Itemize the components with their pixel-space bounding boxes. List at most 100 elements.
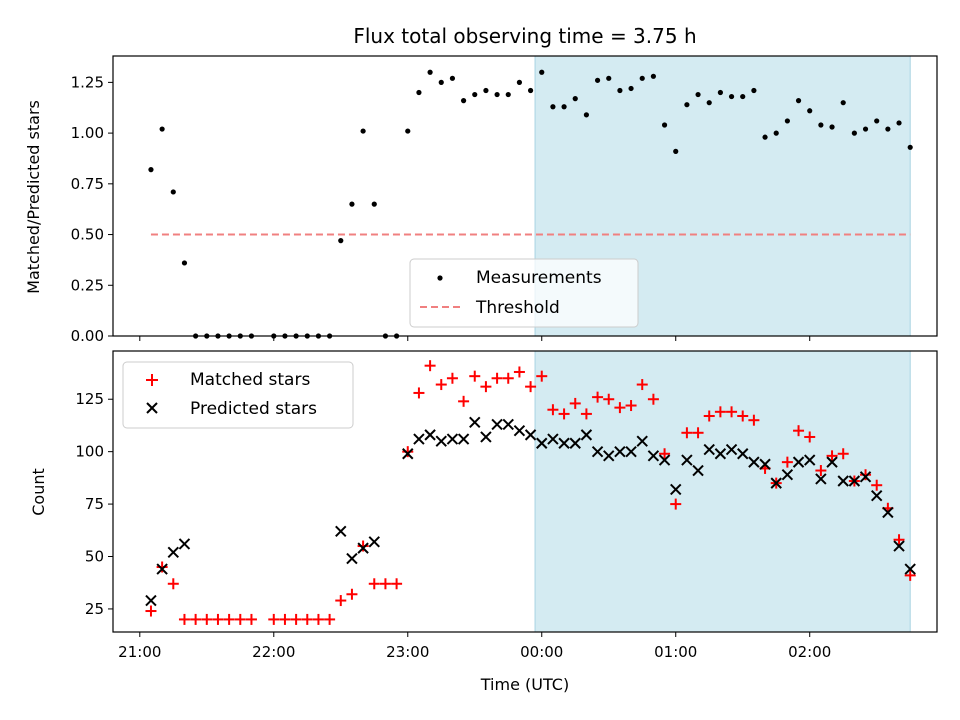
measurement-point <box>807 108 813 114</box>
measurement-point <box>773 130 779 136</box>
predicted-star-point <box>647 450 660 462</box>
measurement-point <box>148 167 154 173</box>
x-tick-label: 02:00 <box>788 643 831 661</box>
ratio-panel: 0.00 0.25 0.50 0.75 1.00 1.25 Matched/Predict… <box>24 55 938 345</box>
matched-star-point <box>569 397 581 409</box>
predicted-star-point <box>871 489 883 502</box>
matched-star-point <box>379 578 391 590</box>
matched-star-point <box>525 381 537 393</box>
predicted-star-point <box>670 483 682 496</box>
matched-star-point <box>469 370 481 382</box>
measurement-point <box>673 148 679 154</box>
matched-star-point <box>815 465 827 477</box>
count-y-tick-label: 100 <box>75 443 104 461</box>
predicted-star-point <box>335 525 347 538</box>
predicted-star-point <box>781 469 794 481</box>
measurement-point <box>628 85 634 92</box>
measurement-point <box>896 120 902 126</box>
predicted-star-point <box>402 448 414 460</box>
measurement-point <box>594 77 601 83</box>
ratio-y-tick-label: 0.50 <box>71 226 104 244</box>
measurement-point <box>862 126 869 132</box>
predicted-star-point <box>580 429 593 441</box>
predicted-star-point <box>904 563 916 575</box>
x-tick-label: 22:00 <box>252 643 295 661</box>
matched-star-point <box>178 613 190 625</box>
legend-measurements-label: Measurements <box>476 268 602 288</box>
matched-star-point <box>212 613 224 625</box>
matched-star-point <box>190 613 202 625</box>
matched-star-point <box>647 393 659 405</box>
matched-star-point <box>714 406 726 418</box>
predicted-star-point <box>457 433 470 445</box>
matched-star-point <box>234 613 246 625</box>
matched-star-point <box>301 613 313 625</box>
measurement-point <box>427 69 433 75</box>
matched-star-point <box>681 427 693 439</box>
predicted-star-point <box>536 437 548 449</box>
predicted-star-point <box>826 456 838 468</box>
predicted-star-point <box>446 433 459 445</box>
predicted-star-point <box>145 594 157 607</box>
predicted-star-point <box>714 448 727 460</box>
predicted-star-point <box>357 542 369 554</box>
measurement-point <box>527 87 534 94</box>
matched-star-point <box>826 450 838 462</box>
predicted-star-point <box>725 443 738 456</box>
matched-star-point <box>748 414 760 426</box>
matched-star-point <box>279 613 291 625</box>
ratio-y-tick-label: 0.25 <box>71 276 104 294</box>
matched-star-point <box>324 613 336 625</box>
predicted-star-point <box>178 538 191 550</box>
count-panel: 25 50 75 100 125 21:00 22:00 23:00 00:00 01:00 02… <box>29 350 938 694</box>
matched-star-point <box>547 404 559 416</box>
measurement-point <box>874 118 880 124</box>
measurement-point <box>438 79 444 85</box>
measurement-point <box>695 91 701 98</box>
count-y-tick-label: 25 <box>85 600 104 618</box>
predicted-star-point <box>859 471 872 483</box>
measurement-point <box>751 87 757 94</box>
predicted-star-point <box>804 454 816 466</box>
matched-star-point <box>458 395 470 407</box>
matched-star-point <box>156 561 168 573</box>
measurement-point <box>416 89 422 96</box>
ratio-y-tick-label: 0.75 <box>71 175 104 193</box>
predicted-star-point <box>837 475 849 487</box>
measurement-point <box>181 260 188 266</box>
x-tick-label: 00:00 <box>520 643 563 661</box>
matched-star-point <box>357 540 369 552</box>
matched-star-point <box>625 400 637 412</box>
matched-star-point <box>346 588 358 600</box>
ratio-legend: Measurements Threshold <box>409 258 639 328</box>
predicted-star-point <box>524 429 537 441</box>
measurement-point <box>661 122 668 128</box>
measurement-point <box>784 118 790 124</box>
predicted-star-point <box>681 454 693 466</box>
measurement-point <box>371 201 377 207</box>
predicted-star-point <box>547 433 559 445</box>
predicted-star-point <box>792 456 805 468</box>
ratio-legend-box <box>409 258 639 328</box>
predicted-star-point <box>692 464 704 477</box>
measurement-point <box>851 130 857 136</box>
measurement-point <box>349 201 355 207</box>
measurement-point <box>717 89 723 96</box>
measurement-point <box>472 91 478 98</box>
matched-star-point <box>446 372 458 384</box>
matched-star-point <box>335 595 347 607</box>
predicted-star-point <box>591 445 604 458</box>
measurement-point <box>539 69 545 75</box>
observing-window-shade <box>534 350 911 633</box>
measurement-point <box>762 134 768 140</box>
matched-star-point <box>692 427 704 439</box>
matched-star-point <box>603 393 615 405</box>
matched-star-point <box>614 402 626 414</box>
predicted-star-point <box>625 445 637 458</box>
predicted-star-point <box>737 448 749 460</box>
legend-matched-label: Matched stars <box>190 370 310 390</box>
ratio-y-tick-label: 0.00 <box>71 327 104 345</box>
matched-star-point <box>391 578 403 590</box>
matched-star-point <box>312 613 324 625</box>
count-y-tick-label: 75 <box>85 495 104 513</box>
